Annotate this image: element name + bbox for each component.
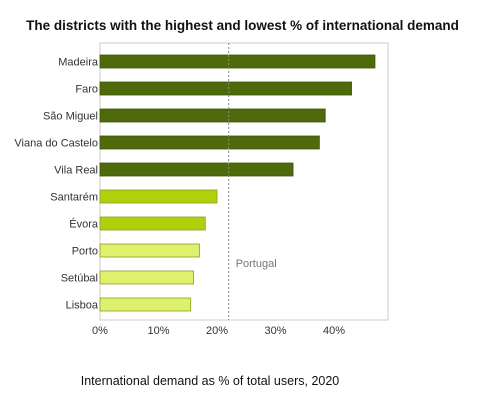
- bar: [99, 297, 192, 312]
- bar: [99, 135, 320, 150]
- bar: [99, 216, 206, 231]
- chart-title: The districts with the highest and lowes…: [26, 18, 459, 33]
- category-label: Santarém: [50, 192, 98, 204]
- category-label: Faro: [75, 84, 98, 96]
- category-label: Évora: [69, 218, 99, 231]
- category-label: Madeira: [58, 57, 99, 69]
- category-label: Setúbal: [61, 273, 98, 285]
- x-tick-label: 40%: [323, 325, 345, 337]
- bar: [99, 54, 376, 69]
- category-label: Porto: [72, 246, 98, 258]
- x-axis-label: International demand as % of total users…: [80, 374, 340, 388]
- category-labels: Madeira Faro São Miguel Viana do Castelo Vil…: [14, 57, 98, 312]
- plot-border: [99, 42, 389, 321]
- bar: [99, 108, 326, 123]
- category-label: Vila Real: [54, 165, 98, 177]
- bar: [99, 189, 218, 204]
- bar: [99, 270, 194, 285]
- reference-line-group: Portugal: [228, 43, 277, 320]
- plot-area: [99, 42, 389, 321]
- reference-line-label: Portugal: [236, 258, 277, 270]
- bars-layer: [99, 54, 376, 312]
- x-tick-label: 20%: [206, 325, 228, 337]
- x-axis-ticks: 0% 10% 20% 30% 40%: [92, 325, 345, 337]
- category-label: São Miguel: [43, 111, 98, 123]
- category-label: Lisboa: [66, 300, 99, 312]
- bar: [99, 243, 200, 258]
- category-label: Viana do Castelo: [14, 138, 98, 150]
- bar: [99, 162, 294, 177]
- x-tick-label: 10%: [147, 325, 169, 337]
- x-tick-label: 30%: [264, 325, 286, 337]
- x-tick-label: 0%: [92, 325, 108, 337]
- bar: [99, 81, 352, 96]
